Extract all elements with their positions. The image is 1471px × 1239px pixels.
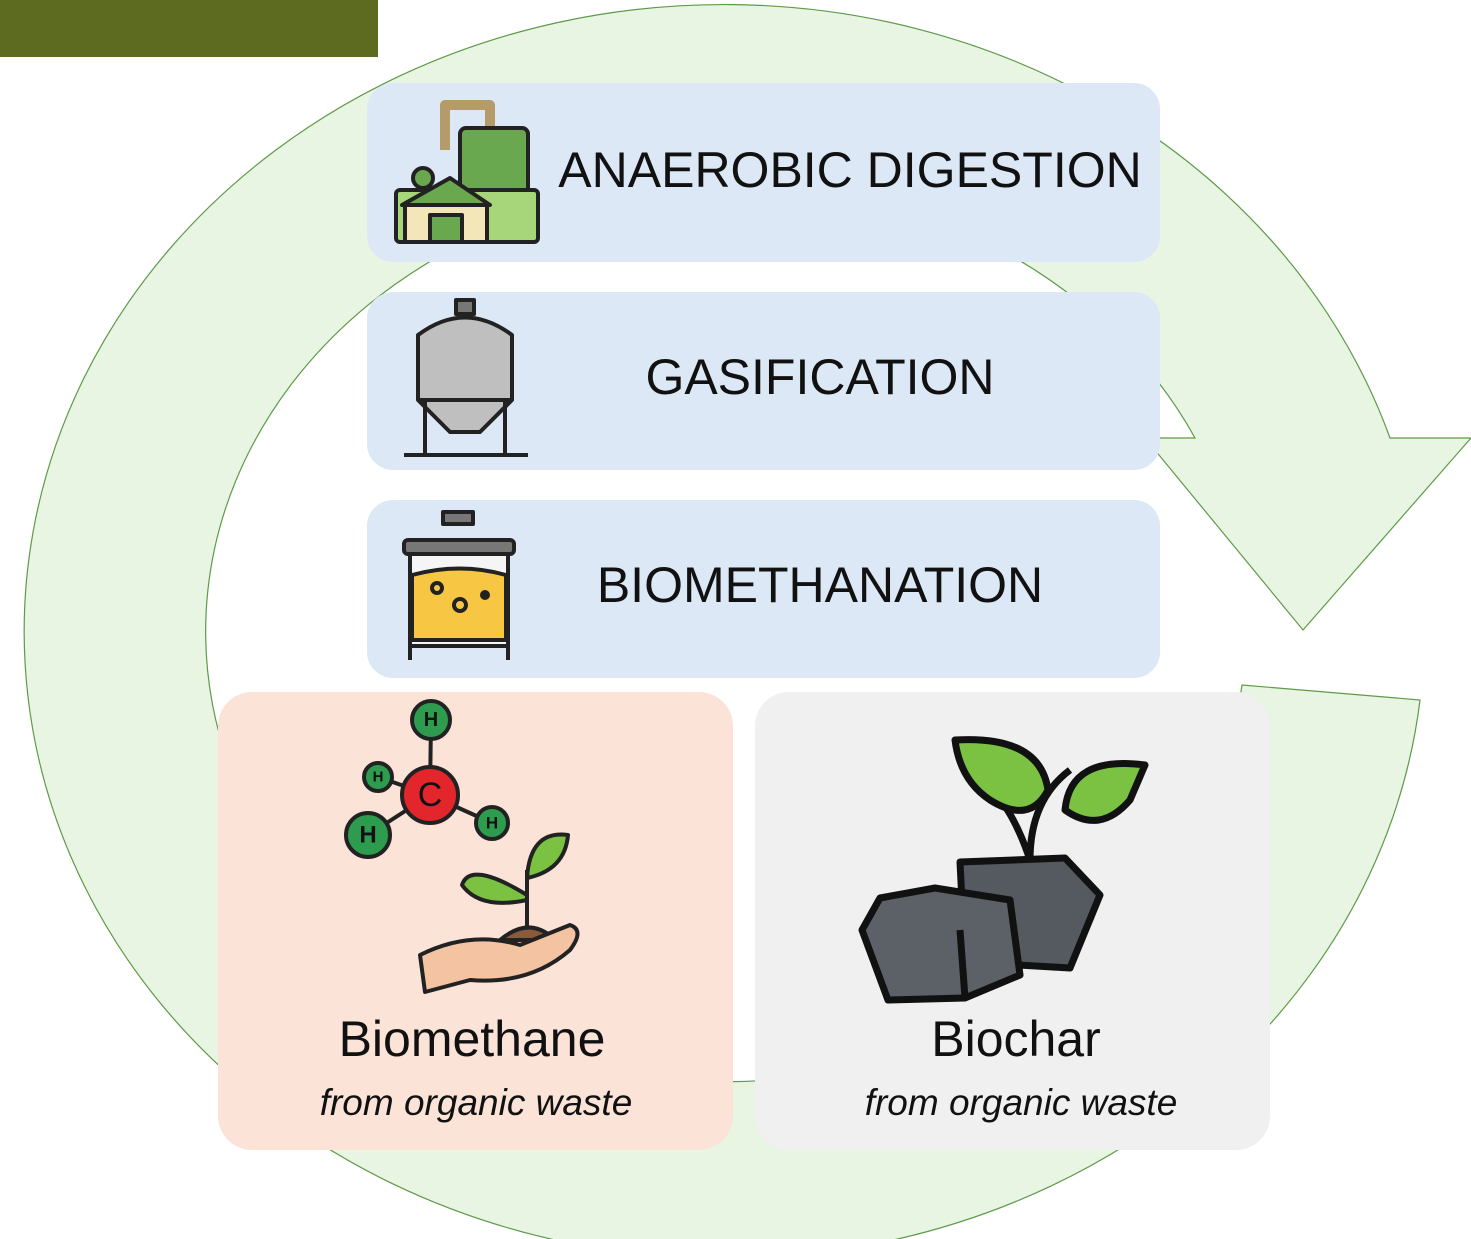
product-source: from organic waste <box>320 1082 633 1123</box>
process-label: BIOMETHANATION <box>597 557 1043 613</box>
atom-label: H <box>373 769 384 786</box>
atom-label: C <box>418 776 443 814</box>
product-name: Biochar <box>931 1011 1101 1067</box>
process-label: GASIFICATION <box>645 349 994 405</box>
atom-label: H <box>359 822 376 849</box>
header-bar <box>0 0 378 57</box>
process-label: ANAEROBIC DIGESTION <box>558 142 1141 198</box>
atom-label: H <box>424 709 438 731</box>
atom-label: H <box>486 814 498 833</box>
product-name: Biomethane <box>339 1011 606 1067</box>
product-source: from organic waste <box>865 1082 1178 1123</box>
diagram: ANAEROBIC DIGESTION GASIFICATION BIOMETH… <box>0 0 1471 1239</box>
